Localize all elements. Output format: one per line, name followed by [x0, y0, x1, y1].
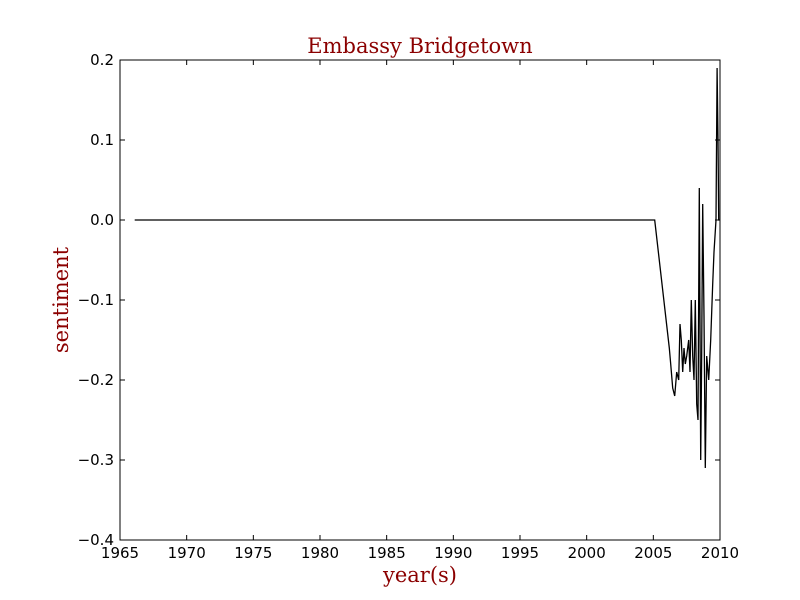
y-axis-label: sentiment [49, 246, 73, 353]
plot-area-frame [119, 59, 721, 541]
y-tick-label: −0.2 [78, 371, 114, 389]
x-tick-label: 1975 [234, 544, 272, 562]
y-tick-label: 0.0 [90, 211, 114, 229]
x-tick-label: 2010 [701, 544, 739, 562]
x-tick-label: 1970 [168, 544, 206, 562]
series-layer [134, 67, 720, 469]
x-tick-label: 1990 [434, 544, 472, 562]
x-tick-label: 2000 [568, 544, 606, 562]
y-tick-label: 0.2 [90, 51, 114, 69]
y-tick-label: −0.1 [78, 291, 114, 309]
series-line [134, 67, 720, 469]
x-axis-label: year(s) [382, 563, 457, 587]
y-tick-label: −0.4 [78, 531, 114, 549]
x-tick-label: 1985 [368, 544, 406, 562]
y-tick-label: −0.3 [78, 451, 114, 469]
y-axis-ticks: 0.2 0.1 0.0 −0.1 −0.2 −0.3 −0.4 [78, 51, 720, 549]
y-tick-label: 0.1 [90, 131, 114, 149]
x-axis-ticks: 1965 1970 1975 1980 1985 1990 1995 2000 2005 2010 [101, 60, 739, 562]
chart-title: Embassy Bridgetown [307, 34, 532, 58]
x-tick-label: 2005 [634, 544, 672, 562]
x-tick-label: 1995 [501, 544, 539, 562]
x-tick-label: 1980 [301, 544, 339, 562]
x-tick-label: 1965 [101, 544, 139, 562]
